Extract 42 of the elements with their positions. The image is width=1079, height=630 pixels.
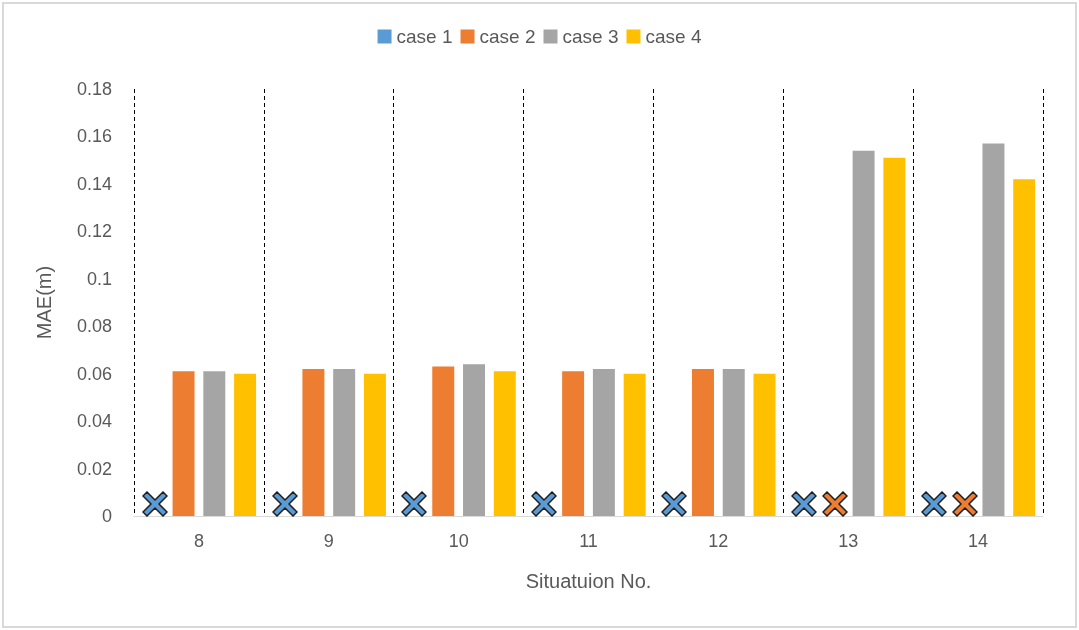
- legend-label: case 2: [479, 26, 536, 47]
- x-tick-label: 10: [448, 531, 469, 551]
- legend-label: case 4: [645, 26, 702, 47]
- bar: [691, 368, 714, 516]
- x-tick-label: 8: [193, 531, 204, 551]
- bar: [302, 368, 325, 516]
- bar: [722, 368, 745, 516]
- bar: [562, 371, 585, 516]
- y-tick-label: 0.02: [76, 458, 112, 479]
- y-tick-label: 0.14: [76, 173, 112, 194]
- bar: [623, 373, 646, 516]
- x-tick-label: 9: [323, 531, 334, 551]
- bar: [493, 371, 516, 516]
- bar: [234, 373, 257, 516]
- x-tick-label: 12: [708, 531, 729, 551]
- y-tick-label: 0.08: [76, 316, 112, 337]
- bar: [172, 371, 195, 516]
- bar: [1013, 179, 1036, 516]
- x-tick-label: 13: [838, 531, 859, 551]
- legend-label: case 1: [396, 26, 453, 47]
- bar: [883, 157, 906, 516]
- bar: [463, 364, 486, 516]
- bar: [592, 368, 615, 516]
- bar: [432, 366, 455, 516]
- y-tick-label: 0: [101, 506, 112, 526]
- x-tick-label: 14: [968, 531, 989, 551]
- x-axis-title: Situatuion No.: [525, 570, 652, 592]
- y-tick-label: 0.12: [76, 221, 112, 242]
- legend-label: case 3: [562, 26, 619, 47]
- bar: [982, 143, 1005, 516]
- bar: [203, 371, 226, 516]
- y-tick-label: 0.1: [86, 268, 112, 289]
- bar: [333, 368, 356, 516]
- bar: [363, 373, 386, 516]
- bar: [852, 150, 875, 516]
- y-axis-title: MAE(m): [33, 265, 55, 340]
- bar: [753, 373, 776, 516]
- y-tick-label: 0.06: [76, 363, 112, 384]
- y-tick-label: 0.16: [76, 126, 112, 147]
- y-tick-label: 0.04: [76, 411, 112, 432]
- y-tick-label: 0.18: [76, 79, 112, 99]
- x-tick-label: 11: [579, 531, 598, 551]
